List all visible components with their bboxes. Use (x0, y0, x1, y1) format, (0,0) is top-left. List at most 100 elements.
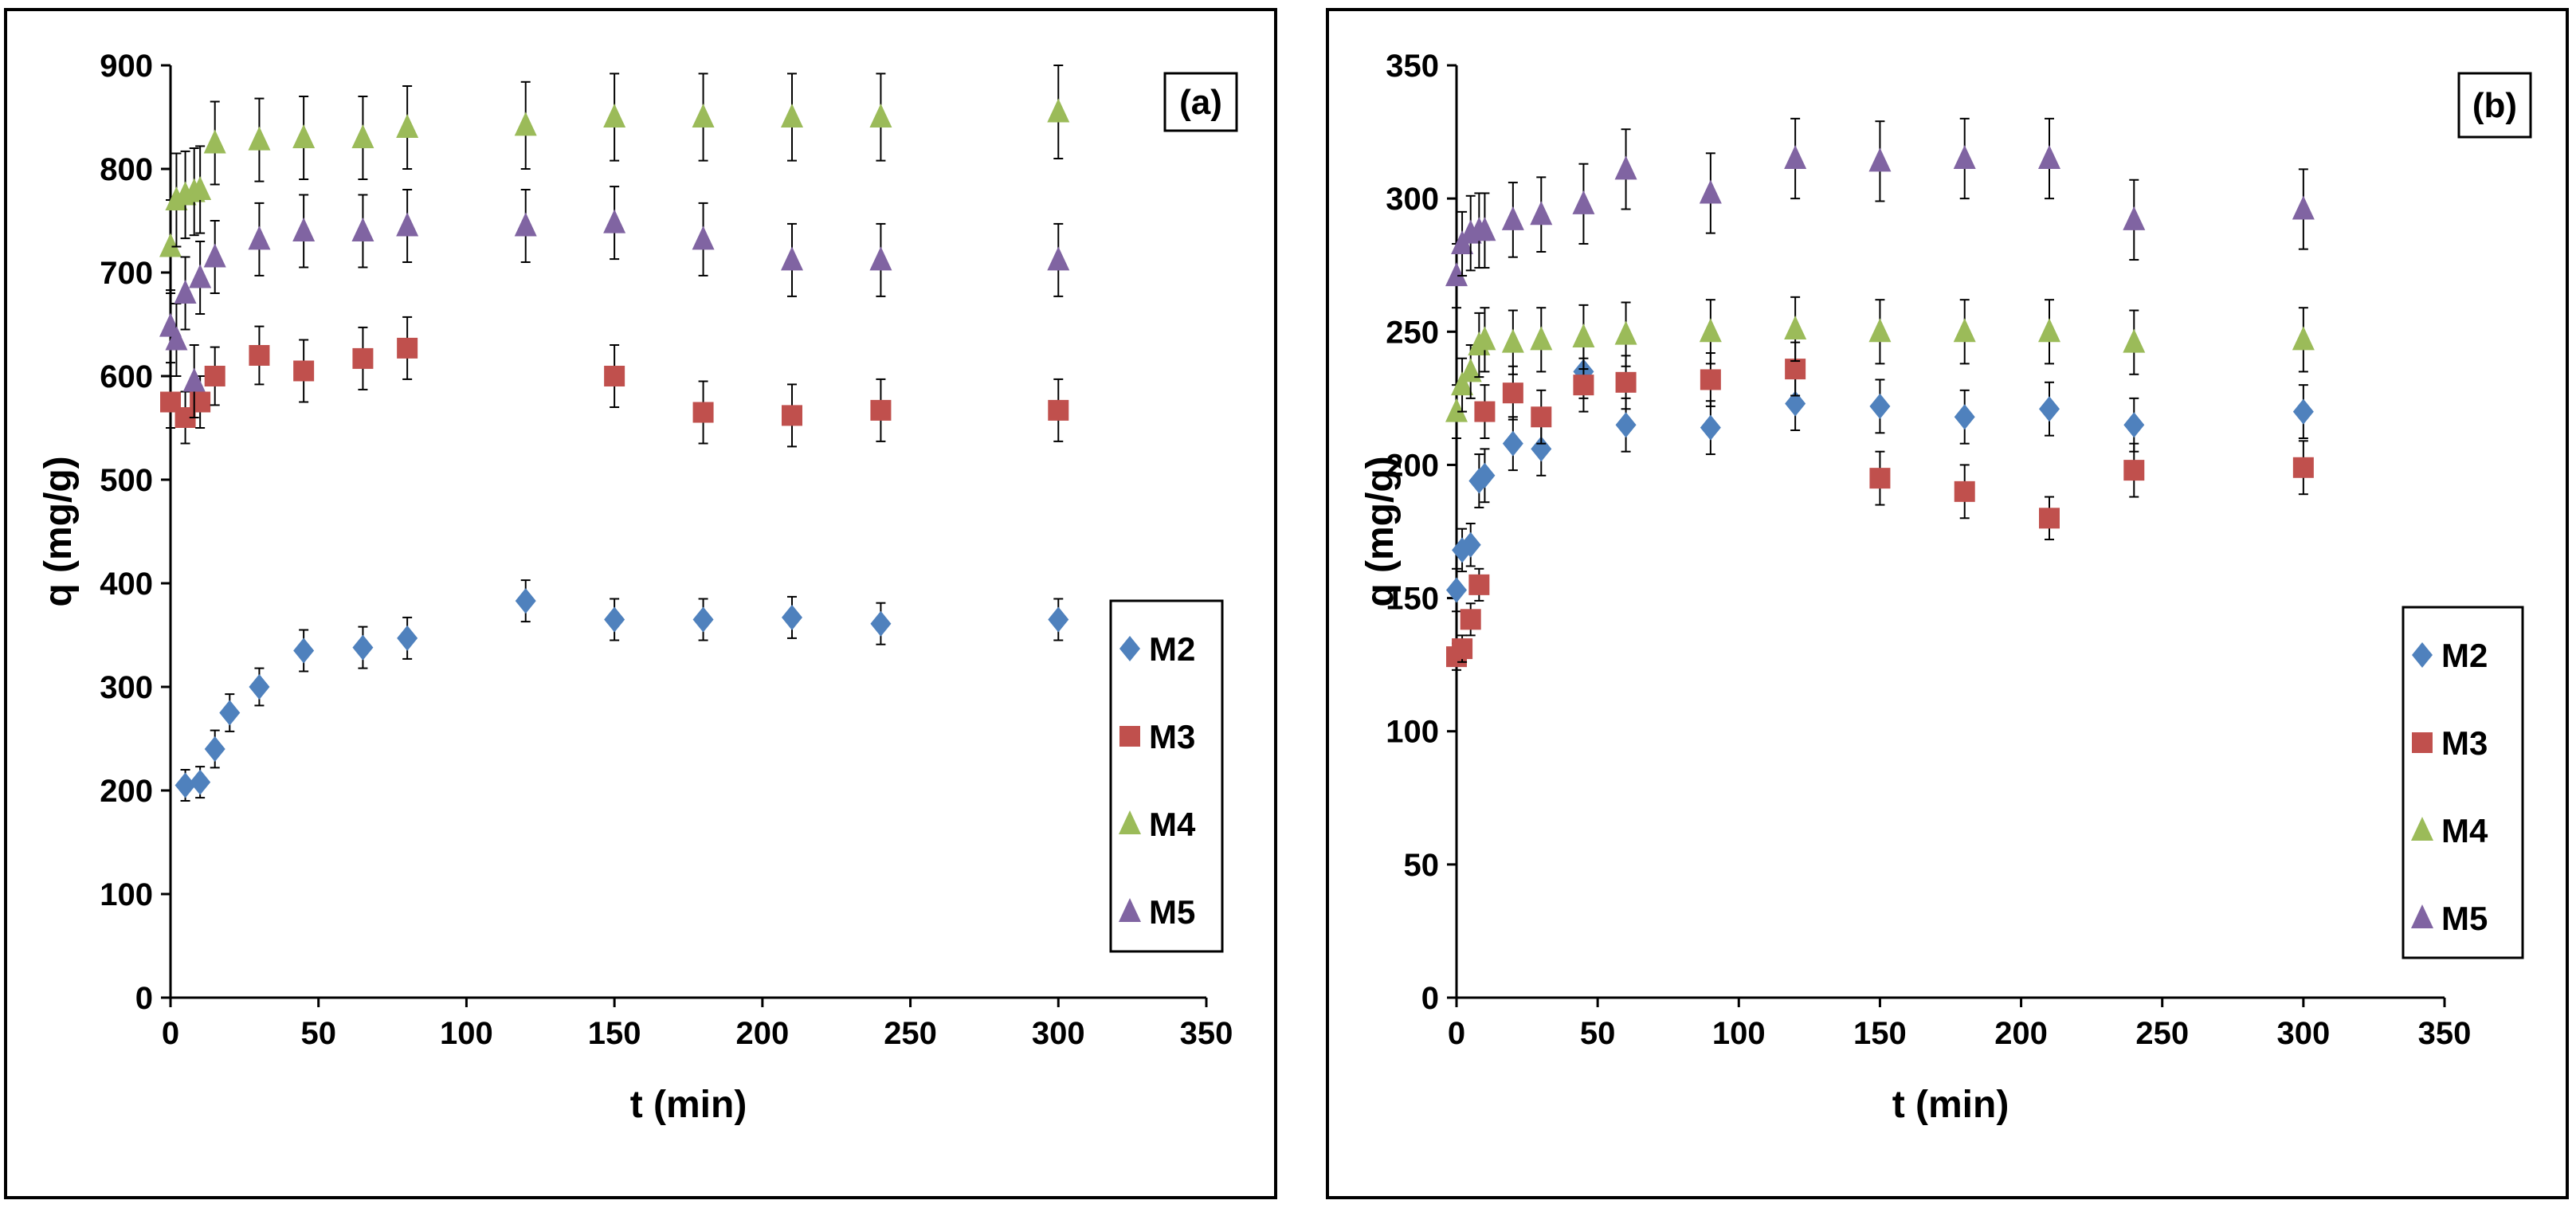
legend-label-m5: M5 (1149, 893, 1195, 931)
series-m4 (159, 65, 1070, 294)
data-point-m2 (1615, 412, 1637, 438)
data-point-m3 (604, 366, 625, 386)
series-m5 (159, 186, 1070, 418)
data-point-m4 (781, 104, 803, 127)
data-point-m5 (165, 326, 188, 351)
series-m3 (160, 316, 1069, 448)
x-tick-label: 100 (440, 1016, 493, 1051)
legend-label-m3: M3 (1149, 718, 1195, 755)
y-axis-title: q (mg/g) (1359, 456, 1402, 606)
legend-marker-m5 (2411, 904, 2433, 928)
x-axis-title: t (min) (630, 1084, 747, 1126)
x-tick-label: 100 (1712, 1016, 1766, 1051)
data-point-m5 (1784, 145, 1807, 169)
data-point-m3 (190, 391, 211, 413)
data-point-m2 (190, 769, 211, 795)
y-tick-label: 500 (100, 463, 153, 498)
y-tick-label: 250 (1386, 315, 1439, 350)
data-point-m5 (1047, 246, 1070, 271)
panel-label: (a) (1179, 83, 1222, 122)
y-tick-label: 0 (135, 981, 153, 1016)
legend-marker-m2 (2412, 642, 2433, 668)
data-point-m3 (692, 402, 714, 423)
data-point-m4 (2123, 328, 2146, 353)
data-point-m4 (189, 176, 212, 200)
data-point-m5 (514, 212, 537, 237)
data-point-m5 (603, 209, 626, 233)
y-tick-label: 0 (1421, 981, 1439, 1016)
data-point-m3 (1531, 406, 1552, 428)
data-point-m5 (1699, 179, 1722, 204)
data-point-m2 (1502, 430, 1523, 457)
y-tick-label: 350 (1386, 49, 1439, 84)
legend-label-m4: M4 (2441, 812, 2488, 849)
legend-marker-m5 (1119, 898, 1141, 922)
data-point-m2 (692, 606, 714, 633)
data-point-m3 (1785, 359, 1806, 380)
data-point-m3 (1468, 574, 1490, 595)
data-point-m3 (782, 405, 802, 426)
data-point-m2 (293, 637, 315, 664)
data-point-m4 (396, 114, 419, 138)
chart-panel-a: 0 100 200 300 400 500 600 700 800 900 0 50 100 150 200… (4, 8, 1277, 1199)
data-point-m2 (2039, 396, 2060, 422)
data-point-m2 (1531, 436, 1552, 462)
data-point-m4 (869, 104, 892, 127)
y-tick-label: 200 (100, 774, 153, 809)
x-tick-label: 50 (1580, 1016, 1616, 1051)
data-point-m2 (1474, 462, 1496, 488)
data-point-m5 (1530, 201, 1553, 226)
data-point-m4 (1953, 318, 1976, 343)
y-tick-label: 300 (1386, 182, 1439, 217)
y-tick-label: 50 (1404, 848, 1440, 883)
chart-b-svg: 0 50 100 150 200 250 300 350 0 50 100 150 200 250 300 3… (1359, 49, 2532, 1126)
panel-label: (b) (2472, 86, 2517, 125)
data-point-m3 (1460, 609, 1481, 630)
series-m3 (1446, 341, 2314, 671)
data-point-m5 (182, 367, 206, 392)
data-point-m4 (1459, 358, 1482, 382)
x-tick-label: 350 (2418, 1016, 2472, 1051)
data-point-m2 (1048, 606, 1069, 633)
data-point-m5 (1445, 262, 1468, 287)
data-point-m4 (1451, 371, 1474, 396)
data-point-m4 (1047, 98, 1070, 123)
data-point-m4 (1530, 326, 1553, 351)
data-point-m3 (1869, 468, 1891, 489)
data-point-m5 (1614, 155, 1637, 180)
data-point-m5 (174, 280, 197, 304)
legend-label-m5: M5 (2441, 900, 2488, 937)
data-point-m4 (1445, 398, 1468, 422)
data-point-m2 (1700, 414, 1721, 441)
data-point-m5 (396, 212, 419, 237)
data-point-m5 (1473, 217, 1496, 241)
legend-marker-m2 (1119, 636, 1140, 661)
data-point-m2 (1460, 531, 1481, 558)
x-tick-label: 200 (735, 1016, 789, 1051)
data-point-m5 (351, 218, 374, 241)
data-point-m5 (869, 246, 892, 271)
y-axis-title: q (mg/g) (37, 456, 80, 606)
data-point-m3 (397, 337, 418, 359)
data-point-m5 (1572, 190, 1595, 214)
y-tick-label: 800 (100, 152, 153, 187)
data-point-m3 (1048, 399, 1069, 421)
x-tick-label: 250 (2135, 1016, 2189, 1051)
y-tick-label: 200 (1386, 448, 1439, 483)
data-point-m4 (1699, 318, 1722, 343)
data-point-m4 (2038, 318, 2060, 343)
series-m2 (1446, 344, 2314, 613)
legend-label-m4: M4 (1149, 806, 1196, 843)
data-point-m4 (292, 124, 316, 148)
data-point-m4 (1868, 318, 1892, 343)
data-point-m5 (292, 218, 316, 241)
legend-label-m2: M2 (1149, 630, 1195, 668)
data-point-m5 (248, 226, 271, 250)
data-point-m3 (1700, 369, 1721, 390)
data-point-m5 (2123, 206, 2146, 230)
data-point-m4 (351, 124, 374, 148)
data-point-m5 (2292, 195, 2315, 220)
y-tick-label: 100 (1386, 715, 1439, 750)
x-tick-label: 300 (2276, 1016, 2330, 1051)
x-tick-label: 200 (1994, 1016, 2048, 1051)
